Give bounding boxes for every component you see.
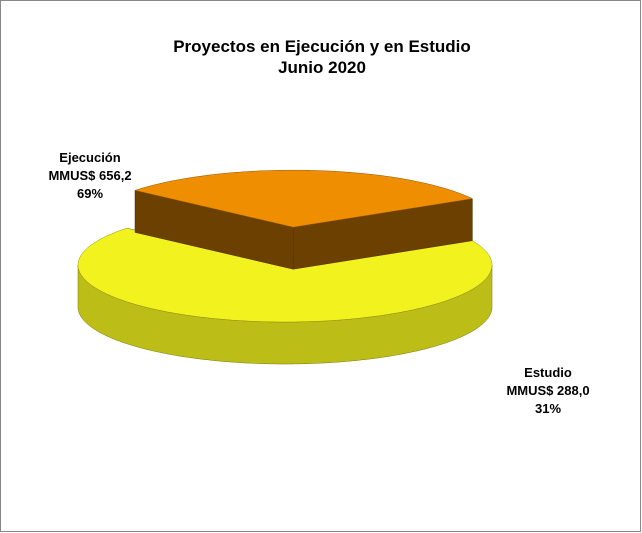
- slice-percent-label: 69%: [77, 186, 103, 201]
- pie: [77, 169, 493, 365]
- chart-subtitle: Junio 2020: [278, 58, 366, 77]
- slice-label: Ejecución: [59, 150, 120, 165]
- slice-percent-label: 31%: [535, 401, 561, 416]
- slice: [134, 169, 474, 228]
- slice-label: Estudio: [524, 365, 572, 380]
- slice-value-label: MMUS$ 288,0: [506, 383, 589, 398]
- chart-title: Proyectos en Ejecución y en Estudio: [173, 37, 471, 56]
- slice-value-label: MMUS$ 656,2: [48, 168, 131, 183]
